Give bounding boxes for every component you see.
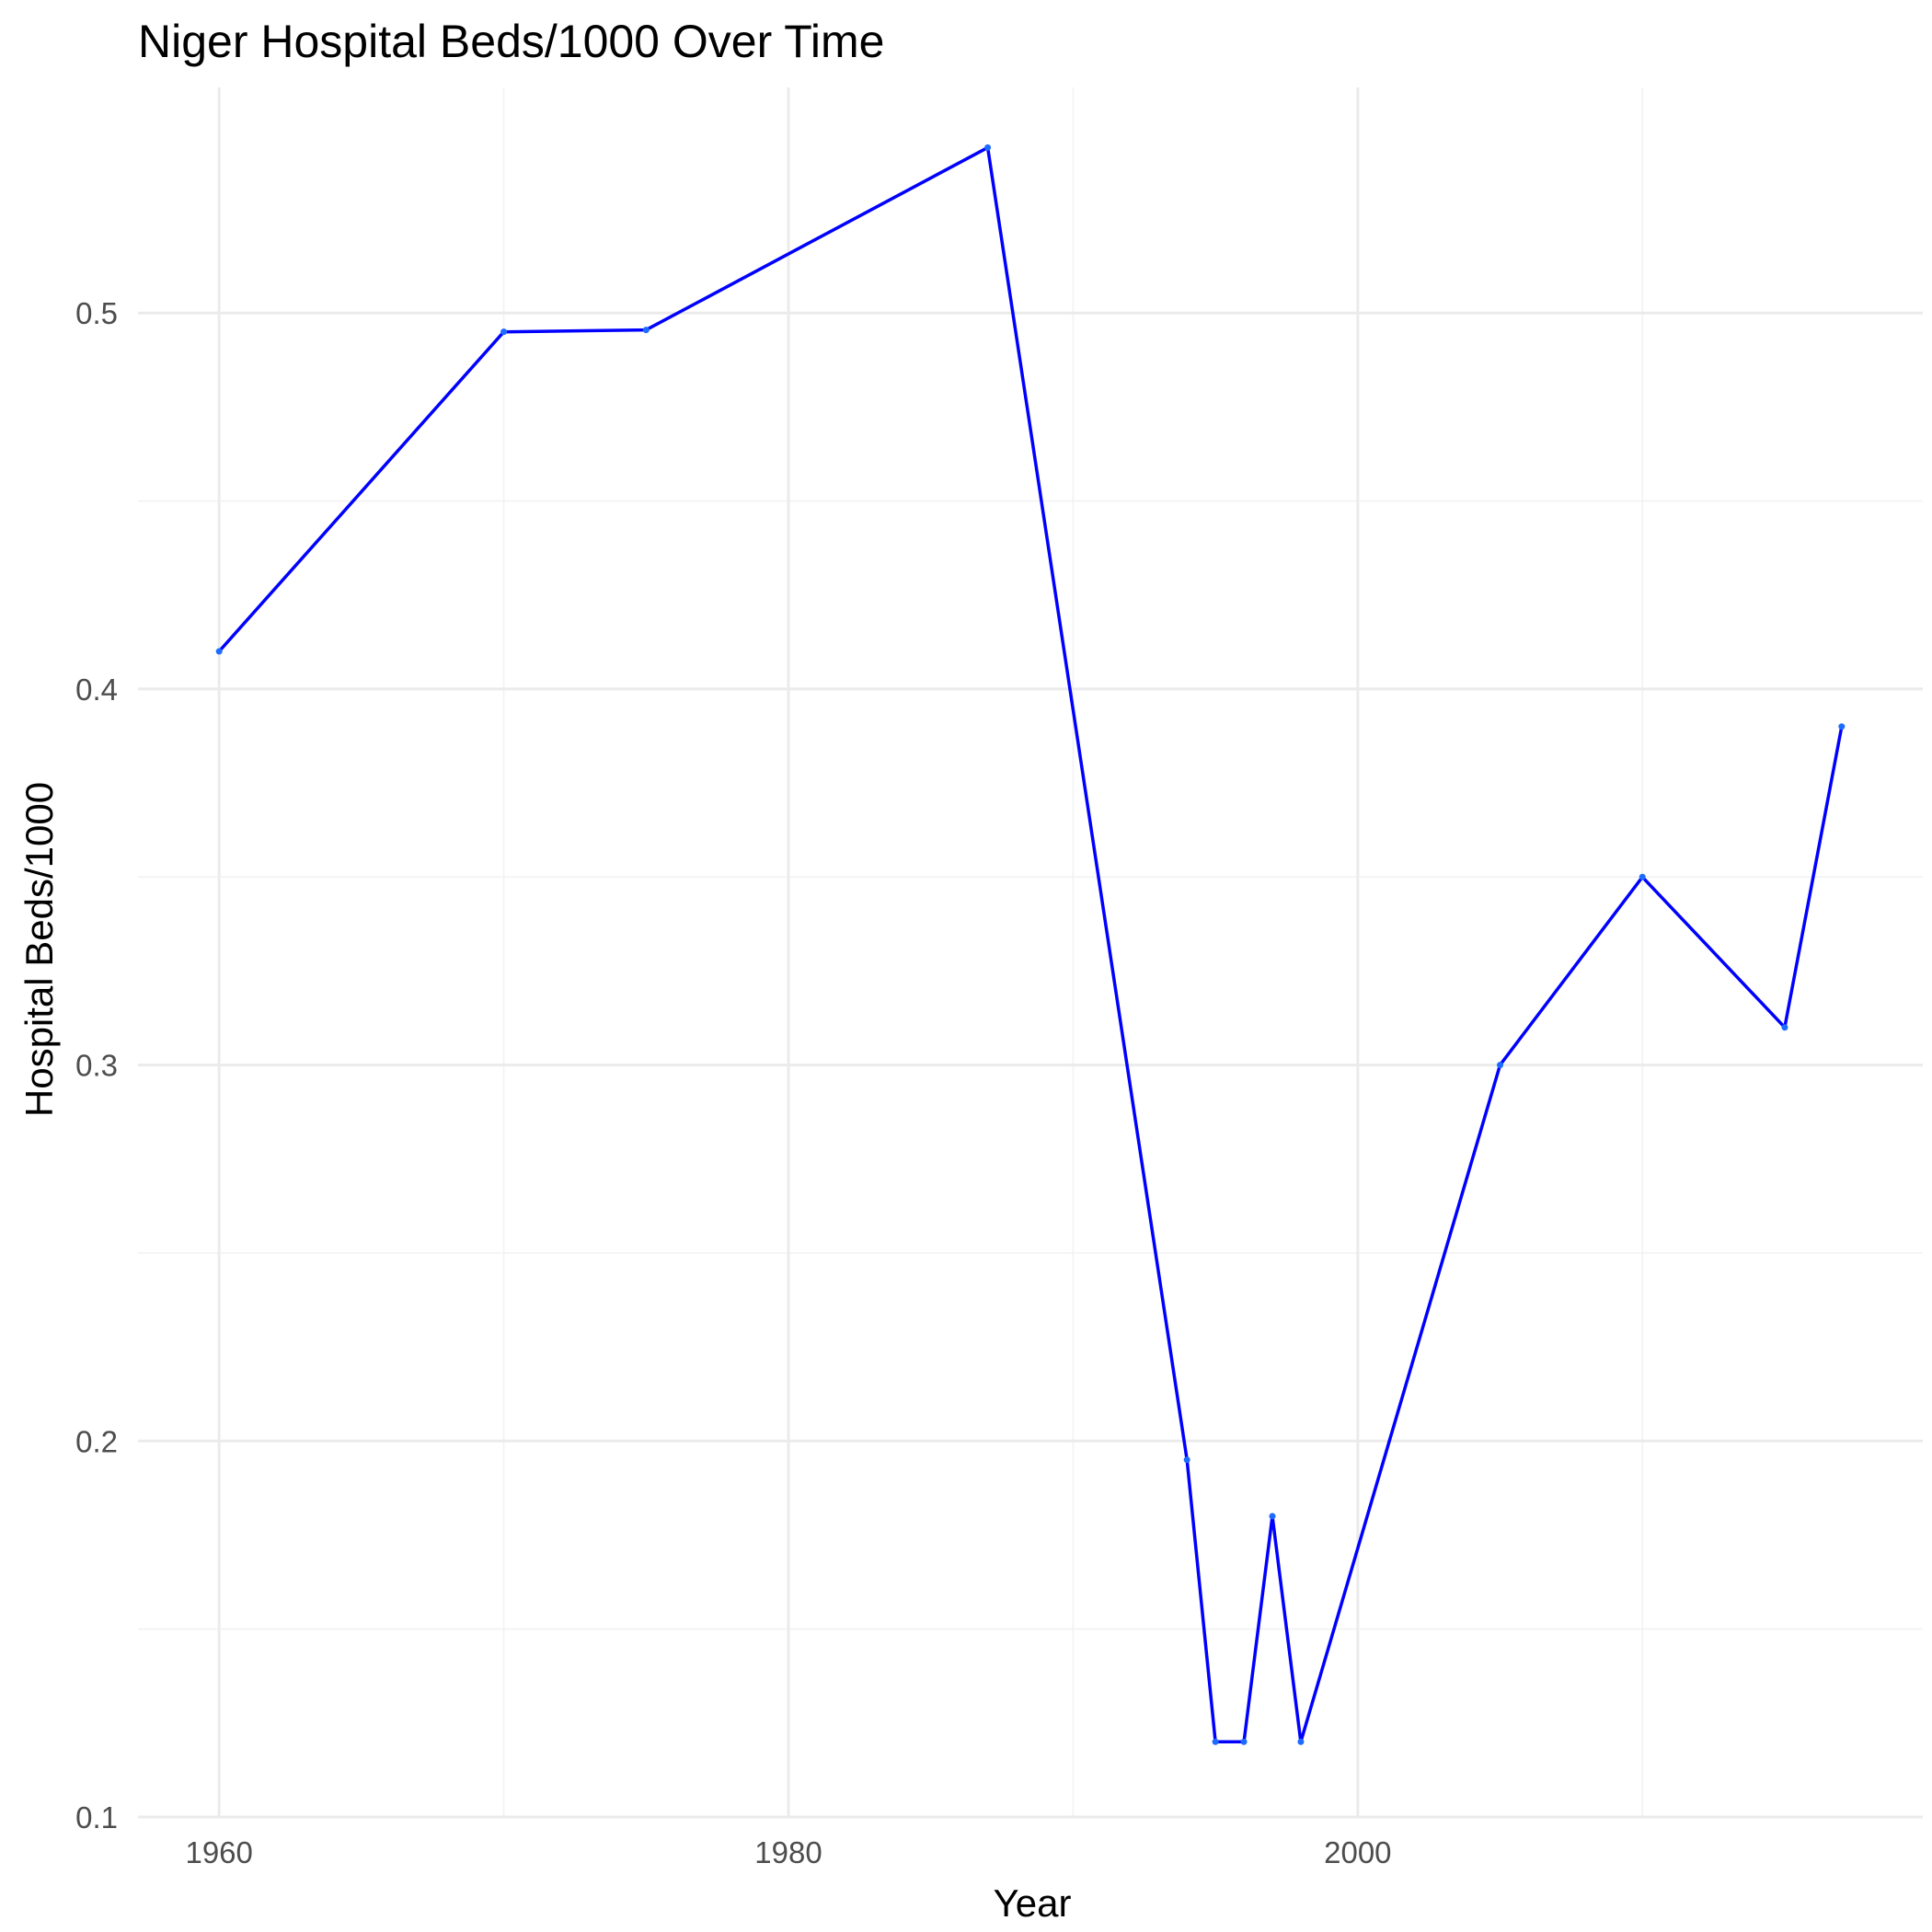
y-tick-label: 0.3 xyxy=(75,1049,118,1083)
x-tick-label: 1960 xyxy=(185,1835,252,1869)
x-tick-label: 2000 xyxy=(1324,1835,1391,1869)
y-axis-title: Hospital Beds/1000 xyxy=(17,782,61,1117)
y-tick-label: 0.4 xyxy=(75,673,118,707)
x-axis-ticks: 1960 1980 2000 xyxy=(185,1835,1391,1869)
data-point xyxy=(642,327,650,334)
chart-title: Niger Hospital Beds/1000 Over Time xyxy=(138,16,884,67)
data-point xyxy=(1297,1738,1305,1745)
data-point xyxy=(215,648,223,655)
data-point xyxy=(1240,1738,1248,1745)
x-tick-label: 1980 xyxy=(754,1835,822,1869)
data-point xyxy=(500,328,508,336)
data-point xyxy=(1212,1738,1219,1745)
data-point xyxy=(984,144,992,151)
y-tick-label: 0.2 xyxy=(75,1424,118,1458)
data-point xyxy=(1183,1456,1190,1464)
y-axis-ticks: 0.1 0.2 0.3 0.4 0.5 xyxy=(75,296,118,1834)
x-axis-title: Year xyxy=(994,1881,1072,1925)
data-point xyxy=(1269,1512,1276,1520)
data-point xyxy=(1639,873,1646,880)
data-point xyxy=(1497,1062,1504,1069)
y-tick-label: 0.5 xyxy=(75,296,118,330)
major-gridlines xyxy=(138,87,1923,1819)
series-line xyxy=(217,145,1844,1744)
series-layer xyxy=(215,144,1846,1745)
data-point xyxy=(1838,723,1846,730)
minor-gridlines xyxy=(138,87,1923,1817)
data-point xyxy=(1781,1024,1788,1031)
y-tick-label: 0.1 xyxy=(75,1800,118,1834)
